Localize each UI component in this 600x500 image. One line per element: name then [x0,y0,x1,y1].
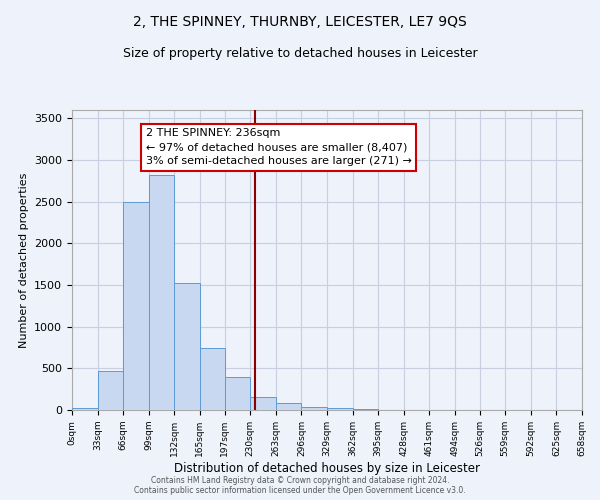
Text: 2, THE SPINNEY, THURNBY, LEICESTER, LE7 9QS: 2, THE SPINNEY, THURNBY, LEICESTER, LE7 … [133,15,467,29]
Bar [250,397,276,410]
Bar [200,348,224,410]
Text: 2 THE SPINNEY: 236sqm
← 97% of detached houses are smaller (8,407)
3% of semi-de: 2 THE SPINNEY: 236sqm ← 97% of detached … [146,128,412,166]
Bar [149,175,175,410]
Text: Size of property relative to detached houses in Leicester: Size of property relative to detached ho… [122,48,478,60]
Text: Contains public sector information licensed under the Open Government Licence v3: Contains public sector information licen… [134,486,466,495]
Bar [123,202,149,410]
Text: Contains HM Land Registry data © Crown copyright and database right 2024.: Contains HM Land Registry data © Crown c… [151,476,449,485]
Bar [353,409,378,410]
Y-axis label: Number of detached properties: Number of detached properties [19,172,29,348]
Bar [301,407,327,410]
Bar [98,371,123,410]
X-axis label: Distribution of detached houses by size in Leicester: Distribution of detached houses by size … [174,462,480,474]
Bar [224,376,250,410]
Bar [327,408,353,410]
Bar [276,404,301,410]
Bar [175,282,200,410]
Bar [72,408,98,410]
